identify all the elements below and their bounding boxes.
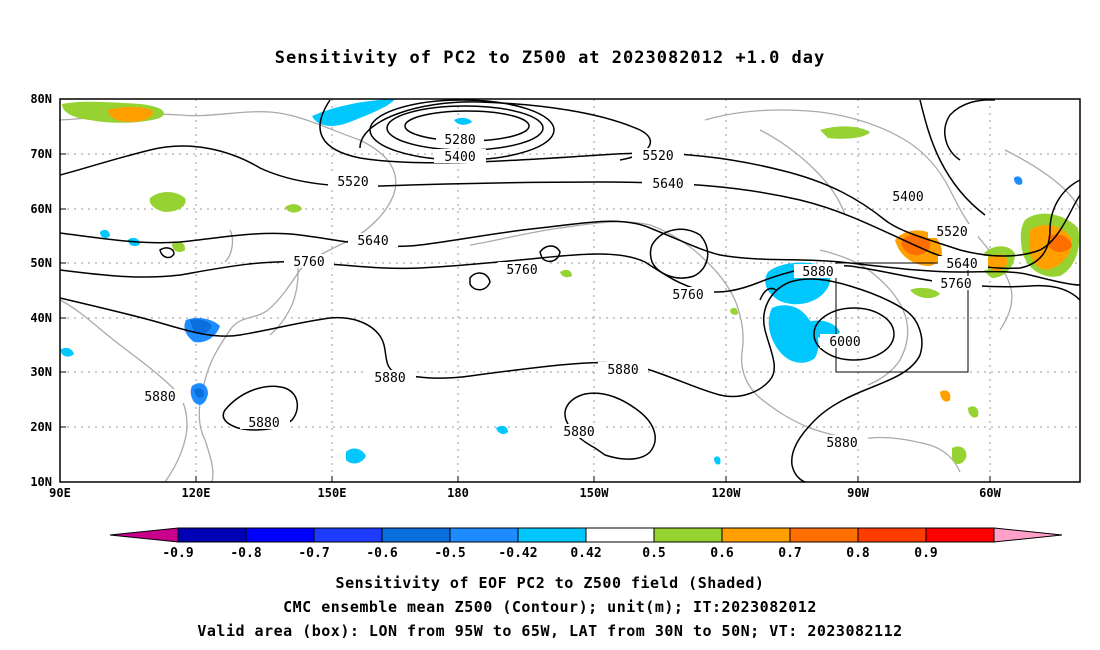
lat-label: 30N [30, 365, 52, 379]
contour-label: 5520 [337, 175, 368, 190]
colorbar-segment [721, 527, 791, 543]
colorbar-segment [245, 527, 315, 543]
colorbar-segment [653, 527, 723, 543]
colorbar-label: -0.8 [230, 546, 262, 561]
contour-label: 5880 [802, 265, 833, 280]
tick-marks [60, 98, 991, 482]
caption-line-1: Sensitivity of EOF PC2 to Z500 field (Sh… [335, 574, 765, 592]
lon-label: 150W [579, 486, 609, 500]
lon-label: 60W [979, 486, 1001, 500]
lat-label: 40N [30, 311, 52, 325]
contour-label: 5880 [563, 425, 594, 440]
lat-label: 60N [30, 202, 52, 216]
map-area [60, 99, 1080, 482]
contour-label: 5880 [144, 390, 175, 405]
contour-label: 5760 [672, 288, 703, 303]
colorbar-segment [177, 527, 247, 543]
contour-label: 5880 [826, 436, 857, 451]
lon-label: 120W [711, 486, 741, 500]
lat-label: 80N [30, 92, 52, 106]
contour-label: 5760 [506, 263, 537, 278]
contour-label: 5640 [357, 234, 388, 249]
contour-label: 5520 [642, 149, 673, 164]
lon-label: 120E [181, 486, 211, 500]
colorbar-label: -0.7 [298, 546, 330, 561]
valid-area-box [835, 262, 969, 373]
contour-label: 6000 [829, 335, 860, 350]
contour-label: 5520 [936, 225, 967, 240]
colorbar-segment [857, 527, 927, 543]
contour-label: 5640 [652, 177, 683, 192]
contour-label: 5400 [892, 190, 923, 205]
colorbar-segment [449, 527, 519, 543]
contour-label: 5400 [444, 150, 475, 165]
contour-label-group: 5280 5400 5520 5520 5640 5640 5760 5760 … [136, 132, 988, 451]
colorbar-arrow-left [109, 527, 179, 543]
lat-label: 10N [30, 475, 52, 489]
colorbar-label: -0.42 [498, 546, 538, 561]
map-title: Sensitivity of PC2 to Z500 at 2023082012… [274, 48, 826, 68]
caption-line-2: CMC ensemble mean Z500 (Contour); unit(m… [283, 598, 817, 616]
colorbar-segment [313, 527, 383, 543]
lat-label: 20N [30, 420, 52, 434]
colorbar-label: 0.7 [778, 546, 802, 561]
colorbar-arrow-right [993, 527, 1063, 543]
lat-label: 50N [30, 256, 52, 270]
coastlines [59, 109, 1081, 483]
colorbar-label: 0.5 [642, 546, 666, 561]
contour-label: 5880 [374, 371, 405, 386]
contour-label: 5760 [940, 277, 971, 292]
contour-label: 5880 [607, 363, 638, 378]
colorbar-segment [789, 527, 859, 543]
lon-label: 150E [317, 486, 347, 500]
colorbar-label: -0.6 [366, 546, 398, 561]
colorbar-segment [925, 527, 995, 543]
lon-label: 180 [447, 486, 469, 500]
colorbar-label: -0.5 [434, 546, 466, 561]
contour-label: 5280 [444, 133, 475, 148]
colorbar-segment [585, 527, 655, 543]
lat-label: 70N [30, 147, 52, 161]
colorbar-label: 0.6 [710, 546, 734, 561]
colorbar-label: -0.9 [162, 546, 194, 561]
lon-label: 90E [49, 486, 71, 500]
colorbar-label: 0.42 [570, 546, 602, 561]
map-frame [59, 98, 1081, 483]
colorbar-label: 0.9 [914, 546, 938, 561]
colorbar-segment [517, 527, 587, 543]
colorbar-label: 0.8 [846, 546, 870, 561]
contour-label: 5880 [248, 416, 279, 431]
contour-label: 5760 [293, 255, 324, 270]
caption-line-3: Valid area (box): LON from 95W to 65W, L… [197, 622, 903, 640]
colorbar [109, 527, 1063, 543]
colorbar-segment [381, 527, 451, 543]
contour-label: 5640 [946, 257, 977, 272]
lon-label: 90W [847, 486, 869, 500]
